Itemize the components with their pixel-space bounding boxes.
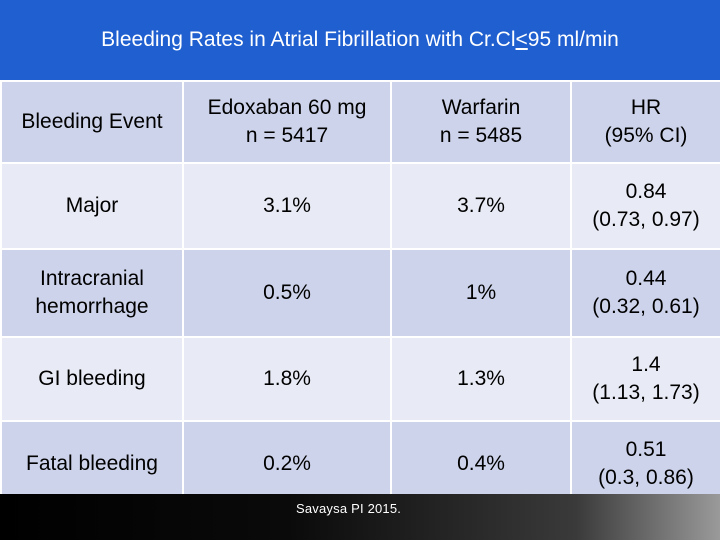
hr-ci: (0.3, 0.86) [598, 466, 694, 489]
hr-value: 0.44 [625, 267, 667, 290]
header-line: HR [630, 96, 662, 119]
table-row-gi-bleeding: GI bleeding 1.8% 1.3% 1.4 (1.13, 1.73) [0, 336, 720, 422]
title-prefix: Bleeding Rates in Atrial Fibrillation wi… [101, 28, 516, 51]
cell-event: GI bleeding [0, 336, 184, 422]
event-line: Major [65, 194, 119, 217]
cell-edoxaban: 1.8% [182, 336, 392, 422]
bleeding-rates-table: Bleeding Event Edoxaban 60 mg n = 5417 W… [0, 80, 720, 508]
cell-edoxaban: 3.1% [182, 162, 392, 250]
cell-event: Fatal bleeding [0, 420, 184, 508]
slide-title: Bleeding Rates in Atrial Fibrillation wi… [0, 0, 720, 80]
table-header-row: Bleeding Event Edoxaban 60 mg n = 5417 W… [0, 80, 720, 164]
event-line: hemorrhage [35, 295, 149, 318]
cell-event: Major [0, 162, 184, 250]
header-line: n = 5417 [245, 124, 329, 147]
hr-value: 0.84 [625, 180, 667, 203]
header-warfarin: Warfarin n = 5485 [390, 80, 572, 164]
cell-edoxaban: 0.5% [182, 248, 392, 338]
cell-hr: 0.44 (0.32, 0.61) [570, 248, 720, 338]
hr-ci: (0.32, 0.61) [592, 295, 700, 318]
cell-warfarin: 1.3% [390, 336, 572, 422]
event-line: Fatal bleeding [26, 452, 158, 475]
cell-edoxaban: 0.2% [182, 420, 392, 508]
header-edoxaban: Edoxaban 60 mg n = 5417 [182, 80, 392, 164]
source-citation: Savaysa PI 2015. [296, 501, 402, 516]
header-bleeding-event: Bleeding Event [0, 80, 184, 164]
hr-ci: (1.13, 1.73) [592, 381, 700, 404]
hr-value: 0.51 [625, 438, 667, 461]
cell-warfarin: 3.7% [390, 162, 572, 250]
header-line: Edoxaban 60 mg [207, 96, 367, 119]
header-line: Warfarin [441, 96, 521, 119]
header-line: Bleeding Event [21, 110, 163, 133]
cell-hr: 0.51 (0.3, 0.86) [570, 420, 720, 508]
footer-bar [0, 494, 720, 540]
title-suffix: 95 ml/min [527, 28, 619, 51]
hr-ci: (0.73, 0.97) [592, 208, 700, 231]
table-row-major: Major 3.1% 3.7% 0.84 (0.73, 0.97) [0, 162, 720, 250]
title-operator: < [515, 28, 528, 51]
event-line: GI bleeding [38, 367, 146, 390]
table-row-fatal-bleeding: Fatal bleeding 0.2% 0.4% 0.51 (0.3, 0.86… [0, 420, 720, 508]
event-line: Intracranial [40, 267, 144, 290]
header-hr: HR (95% CI) [570, 80, 720, 164]
cell-event: Intracranial hemorrhage [0, 248, 184, 338]
cell-hr: 1.4 (1.13, 1.73) [570, 336, 720, 422]
hr-value: 1.4 [631, 353, 661, 376]
header-line: (95% CI) [604, 124, 688, 147]
cell-hr: 0.84 (0.73, 0.97) [570, 162, 720, 250]
header-line: n = 5485 [439, 124, 523, 147]
cell-warfarin: 1% [390, 248, 572, 338]
table-row-intracranial-hemorrhage: Intracranial hemorrhage 0.5% 1% 0.44 (0.… [0, 248, 720, 338]
